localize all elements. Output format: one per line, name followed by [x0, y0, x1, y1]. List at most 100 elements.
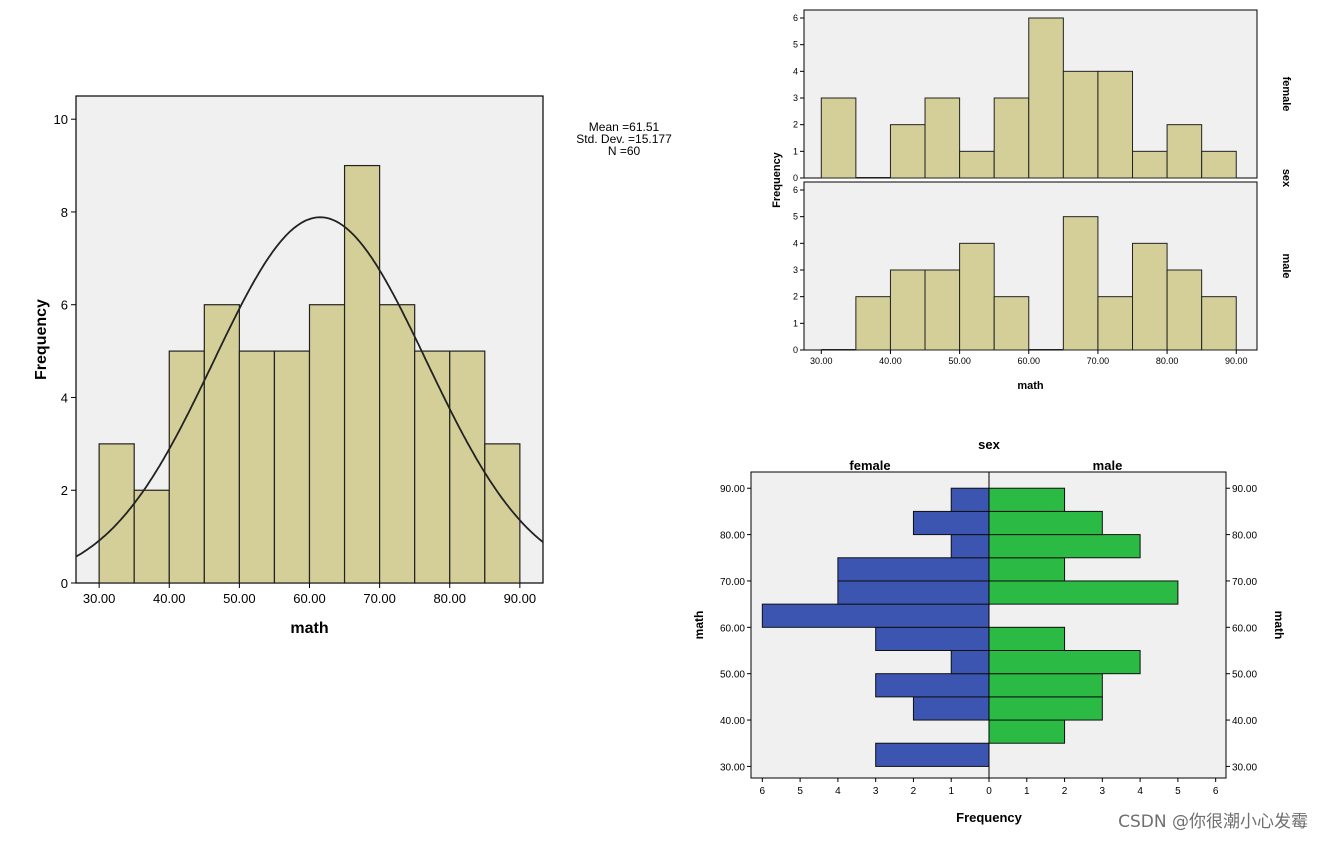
panel-bar — [1097, 296, 1134, 351]
y-tick-label: 4 — [793, 238, 798, 248]
y-tick-label: 1 — [793, 318, 798, 328]
y-axis-label: Frequency — [771, 151, 783, 208]
x-tick-label: 60.00 — [1018, 356, 1041, 366]
x-tick-label: 6 — [760, 786, 766, 797]
x-tick-label: 80.00 — [1156, 356, 1179, 366]
panel-bar — [924, 97, 961, 179]
y-tick-label: 4 — [793, 66, 798, 76]
panel-bar — [993, 296, 1030, 351]
x-tick-label: 40.00 — [879, 356, 902, 366]
x-tick-label: 40.00 — [153, 591, 186, 606]
panel-bar — [820, 97, 857, 179]
panel-bar — [1132, 242, 1168, 351]
y-tick-label: 6 — [793, 185, 798, 195]
female-bar — [950, 534, 990, 559]
x-tick-label: 60.00 — [293, 591, 326, 606]
y-axis-label: Frequency — [33, 299, 50, 380]
y-tick-label: 5 — [793, 40, 798, 50]
x-tick-label: 0 — [986, 786, 992, 797]
panel-label: female — [1280, 77, 1292, 112]
stats-annotation: Mean =61.51 — [589, 120, 660, 134]
x-tick-label: 2 — [1062, 786, 1068, 797]
x-tick-label: 90.00 — [1225, 356, 1248, 366]
y-tick-label-right: 80.00 — [1232, 531, 1257, 542]
histogram-bar — [273, 350, 311, 584]
histogram-bar — [98, 443, 135, 584]
x-tick-label: 30.00 — [810, 356, 833, 366]
panel-bar — [959, 150, 995, 179]
panel-bar — [1028, 17, 1064, 179]
y-tick-label: 3 — [793, 93, 798, 103]
histogram-chart: 0 2 4 6 8 10 30.00 40.00 50.00 60.00 70.00 80.00 90.… — [33, 95, 672, 637]
y-tick-label-left: 30.00 — [720, 762, 745, 773]
y-tick-label-left: 70.00 — [720, 577, 745, 588]
male-bar — [988, 719, 1066, 744]
y-axis-label-right: math — [1272, 611, 1286, 640]
panel-bar — [855, 296, 891, 351]
y-tick-label: 8 — [61, 205, 68, 220]
male-bar — [988, 673, 1103, 698]
y-tick-label: 4 — [61, 390, 68, 405]
female-bar — [875, 626, 990, 651]
female-bar — [912, 510, 990, 536]
male-bar — [988, 487, 1066, 512]
female-bar — [950, 650, 990, 675]
y-tick-label-right: 70.00 — [1232, 577, 1257, 588]
y-tick-label: 2 — [793, 120, 798, 130]
male-bar — [988, 510, 1103, 536]
male-bar — [988, 557, 1066, 582]
y-tick-label-left: 50.00 — [720, 670, 745, 681]
panel-bar — [889, 269, 926, 351]
y-tick-label-right: 50.00 — [1232, 670, 1257, 681]
x-axis-label: math — [1017, 380, 1044, 392]
panel-bar — [1062, 216, 1099, 351]
histogram-bar — [133, 489, 170, 584]
x-tick-label: 3 — [873, 786, 879, 797]
female-bar — [761, 603, 990, 628]
panel-bar — [924, 269, 961, 351]
chart-title: sex — [978, 437, 1000, 452]
x-tick-label: 5 — [797, 786, 803, 797]
y-tick-label: 0 — [793, 345, 798, 355]
panel-bar — [1201, 150, 1237, 179]
x-tick-label: 30.00 — [83, 591, 116, 606]
panel-variable-label: sex — [1280, 169, 1292, 188]
x-tick-label: 4 — [1137, 786, 1143, 797]
paneled-histogram-chart: 0 1 2 3 4 5 6 female 0 1 2 3 4 5 6 male sex 30.00 40.00 50.… — [771, 9, 1292, 392]
female-bar — [875, 673, 990, 698]
male-bar — [988, 626, 1066, 651]
stats-annotation: Std. Dev. =15.177 — [576, 132, 672, 146]
female-bar — [950, 487, 990, 512]
y-tick-label: 6 — [793, 13, 798, 23]
x-tick-label: 4 — [835, 786, 841, 797]
panel-label: male — [1280, 253, 1292, 278]
y-axis-label-left: math — [692, 611, 706, 640]
x-tick-label: 70.00 — [363, 591, 396, 606]
male-bar — [988, 650, 1141, 675]
y-tick-label-right: 30.00 — [1232, 762, 1257, 773]
population-pyramid-chart: 30.00 30.00 40.00 40.00 50.00 50.00 60.00 60.00… — [692, 437, 1286, 825]
x-tick-label: 2 — [911, 786, 917, 797]
panel-bar — [1062, 70, 1099, 179]
male-bar — [988, 696, 1103, 721]
y-tick-label-left: 80.00 — [720, 531, 745, 542]
y-tick-label-right: 40.00 — [1232, 716, 1257, 727]
y-tick-label-right: 90.00 — [1232, 484, 1257, 495]
y-tick-label: 1 — [793, 146, 798, 156]
panel-bar — [1132, 150, 1168, 179]
panel-bar — [1166, 124, 1203, 179]
histogram-bar — [379, 304, 416, 584]
y-tick-label-right: 60.00 — [1232, 623, 1257, 634]
histogram-bar — [343, 164, 381, 584]
y-tick-label: 3 — [793, 265, 798, 275]
x-tick-label: 6 — [1213, 786, 1219, 797]
histogram-bar — [238, 350, 276, 584]
y-tick-label: 2 — [61, 483, 68, 498]
stats-annotation: N =60 — [608, 144, 641, 158]
male-column-label: male — [1093, 458, 1123, 473]
female-bar — [875, 742, 990, 767]
normal-curve — [75, 216, 544, 558]
panel-bar — [959, 242, 995, 351]
